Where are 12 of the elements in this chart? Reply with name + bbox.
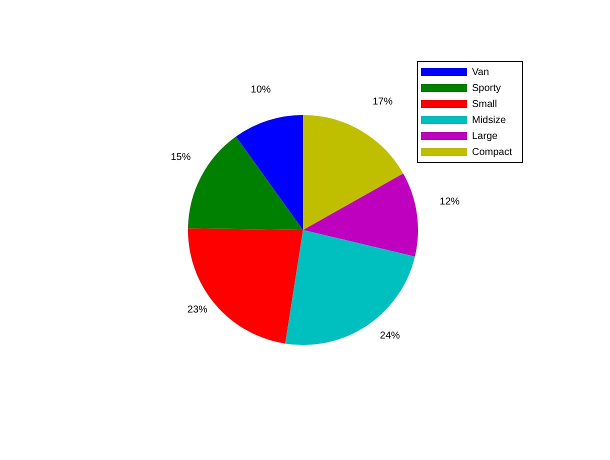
data-label: 15% — [170, 152, 191, 163]
data-label: 12% — [440, 196, 460, 208]
legend-label: Large — [472, 130, 498, 142]
data-label: 10% — [250, 84, 271, 96]
legend-label: Small — [472, 98, 497, 110]
data-label: 23% — [187, 304, 208, 316]
data-label: 24% — [380, 330, 400, 342]
data-label: 17% — [372, 96, 393, 108]
legend-label: Sporty — [472, 82, 501, 94]
legend-label: Midsize — [472, 114, 506, 126]
legend-label: Compact — [472, 146, 512, 158]
legend-label: Van — [472, 66, 490, 78]
